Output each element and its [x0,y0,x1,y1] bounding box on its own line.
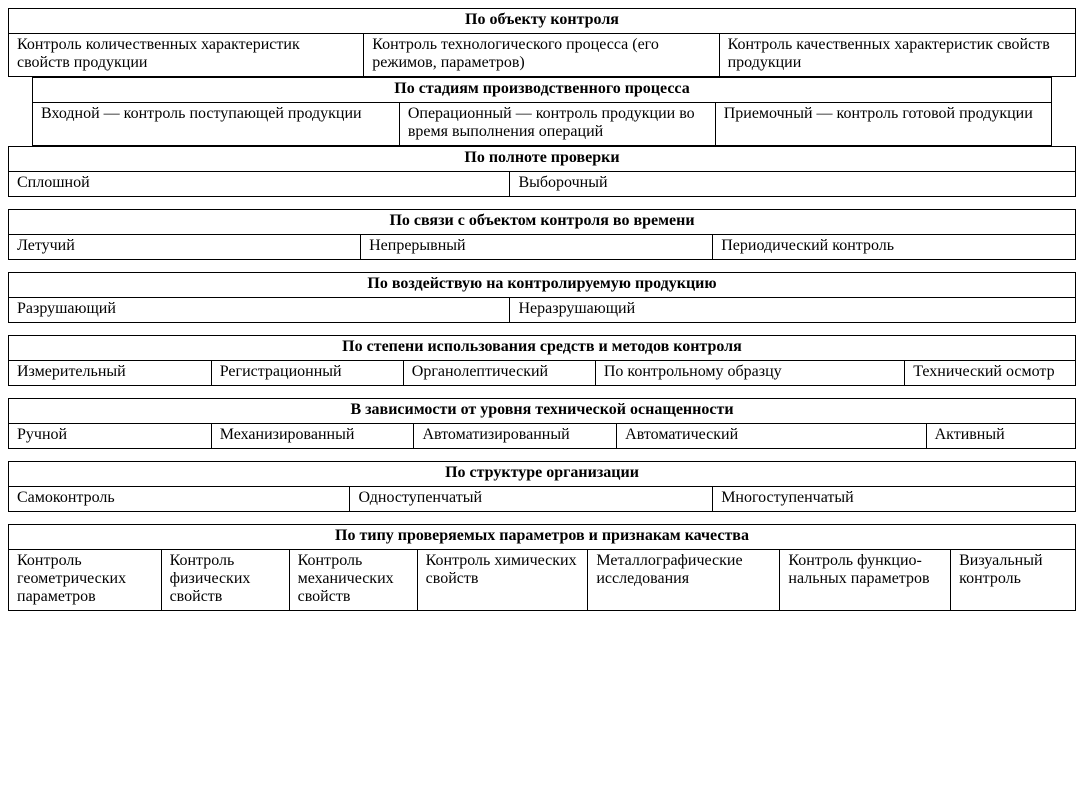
cell: Выборочный [510,172,1076,197]
cell: Многоступенчатый [713,487,1076,512]
cell: Контроль технологического процесса (его … [364,34,719,77]
header-impact: По воздействую на контролируемую продукц… [9,273,1076,298]
cell: Операционный — контроль продукции во вре… [399,103,715,146]
cell: Разрушающий [9,298,510,323]
header-equipment: В зависимости от уровня технической осна… [9,399,1076,424]
cell: Периодический контроль [713,235,1076,260]
header-completeness: По полноте проверки [9,147,1076,172]
cell: Металлографи­ческие исследования [588,550,780,611]
table-stages: По стадиям производственного процесса Вх… [32,77,1052,146]
header-stages: По стадиям производственного процесса [33,78,1052,103]
cell: Сплошной [9,172,510,197]
table-object: По объекту контроля Контроль количествен… [8,8,1076,77]
table-completeness: По полноте проверки Сплошной Выборочный [8,146,1076,197]
header-time-relation: По связи с объектом контроля во времени [9,210,1076,235]
header-object: По объекту контроля [9,9,1076,34]
header-org-structure: По структуре организации [9,462,1076,487]
cell: По контрольному образцу [595,361,904,386]
cell: Контроль количественных характеристик св… [9,34,364,77]
cell: Входной — контроль поступающей продукции [33,103,400,146]
table-time-relation: По связи с объектом контроля во времени … [8,209,1076,260]
cell: Неразрушающий [510,298,1076,323]
cell: Механизирован­ный [211,424,414,449]
table-parameters: По типу проверяемых параметров и признак… [8,524,1076,611]
cell: Самоконтроль [9,487,350,512]
classification-tables: { "font": { "family": "Times New Roman",… [8,8,1076,611]
cell: Автоматизиро­ванный [414,424,617,449]
cell: Контроль функцио­нальных параметров [780,550,951,611]
table-org-structure: По структуре организации Самоконтроль Од… [8,461,1076,512]
table-means: По степени использования средств и метод… [8,335,1076,386]
cell: Органолепти­ческий [403,361,595,386]
cell: Ручной [9,424,212,449]
cell: Непрерывный [361,235,713,260]
cell: Контроль химических свойств [417,550,588,611]
cell: Регистрацион­ный [211,361,403,386]
table-equipment: В зависимости от уровня технической осна… [8,398,1076,449]
header-parameters: По типу проверяемых параметров и признак… [9,525,1076,550]
cell: Визуаль­ный контроль [951,550,1076,611]
table-impact: По воздействую на контролируемую продукц… [8,272,1076,323]
cell: Летучий [9,235,361,260]
cell: Контроль механи­ческих свойств [289,550,417,611]
cell: Приемочный — контроль готовой продукции [715,103,1051,146]
cell: Измерительный [9,361,212,386]
cell: Технический осмотр [905,361,1076,386]
header-means: По степени использования средств и метод… [9,336,1076,361]
cell: Автоматический [617,424,926,449]
cell: Активный [926,424,1075,449]
cell: Контроль физичес­ких свойств [161,550,289,611]
cell: Контроль геометри­ческих параметров [9,550,162,611]
cell: Одноступенчатый [350,487,713,512]
cell: Контроль качественных характеристик свой… [719,34,1075,77]
